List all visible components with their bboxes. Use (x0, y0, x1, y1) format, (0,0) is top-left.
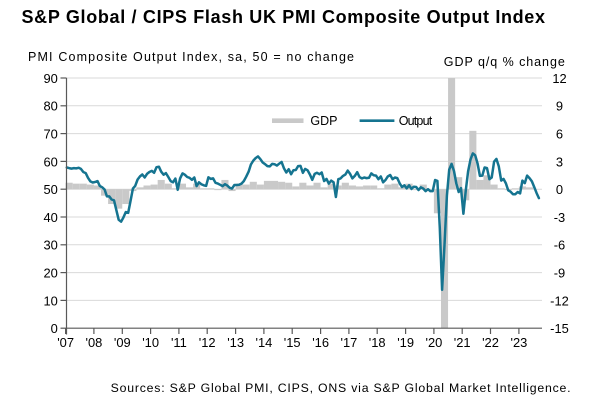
svg-text:40: 40 (43, 210, 57, 225)
svg-text:9: 9 (556, 99, 563, 114)
svg-text:'16: '16 (312, 335, 329, 350)
svg-text:20: 20 (43, 266, 57, 281)
svg-text:'11: '11 (171, 335, 187, 350)
svg-text:90: 90 (43, 71, 57, 86)
svg-text:PMI Composite Output Index, sa: PMI Composite Output Index, sa, 50 = no … (28, 50, 354, 64)
svg-text:'18: '18 (369, 335, 386, 350)
svg-text:-12: -12 (550, 293, 569, 308)
svg-text:'07: '07 (57, 335, 74, 350)
svg-text:-3: -3 (554, 210, 565, 225)
svg-text:'14: '14 (255, 335, 272, 350)
svg-text:0: 0 (556, 182, 563, 197)
svg-text:Sources: S&P Global PMI, CIPS,: Sources: S&P Global PMI, CIPS, ONS via S… (111, 381, 571, 395)
svg-text:0: 0 (51, 321, 58, 336)
svg-text:-15: -15 (550, 321, 569, 336)
svg-text:'17: '17 (340, 335, 357, 350)
svg-text:12: 12 (552, 71, 566, 86)
svg-text:S&P Global / CIPS Flash UK PMI: S&P Global / CIPS Flash UK PMI Composite… (22, 7, 546, 27)
svg-text:'20: '20 (425, 335, 442, 350)
svg-text:'09: '09 (114, 335, 131, 350)
svg-text:'15: '15 (284, 335, 301, 350)
svg-text:30: 30 (43, 238, 57, 253)
svg-text:'23: '23 (510, 335, 527, 350)
svg-text:'12: '12 (199, 335, 216, 350)
svg-text:6: 6 (556, 127, 563, 142)
svg-text:'21: '21 (454, 335, 471, 350)
svg-text:70: 70 (43, 127, 57, 142)
svg-text:'19: '19 (397, 335, 414, 350)
svg-text:3: 3 (556, 154, 563, 169)
svg-text:'08: '08 (85, 335, 102, 350)
svg-text:60: 60 (43, 154, 57, 169)
svg-text:80: 80 (43, 99, 57, 114)
svg-text:'13: '13 (227, 335, 244, 350)
svg-text:'22: '22 (482, 335, 499, 350)
svg-text:-9: -9 (554, 266, 565, 281)
svg-text:GDP q/q % change: GDP q/q % change (444, 55, 565, 69)
svg-text:10: 10 (43, 293, 57, 308)
svg-text:50: 50 (43, 182, 57, 197)
svg-text:GDP: GDP (310, 114, 337, 128)
svg-text:-6: -6 (554, 238, 565, 253)
svg-text:'10: '10 (142, 335, 159, 350)
svg-text:Output: Output (399, 114, 433, 128)
